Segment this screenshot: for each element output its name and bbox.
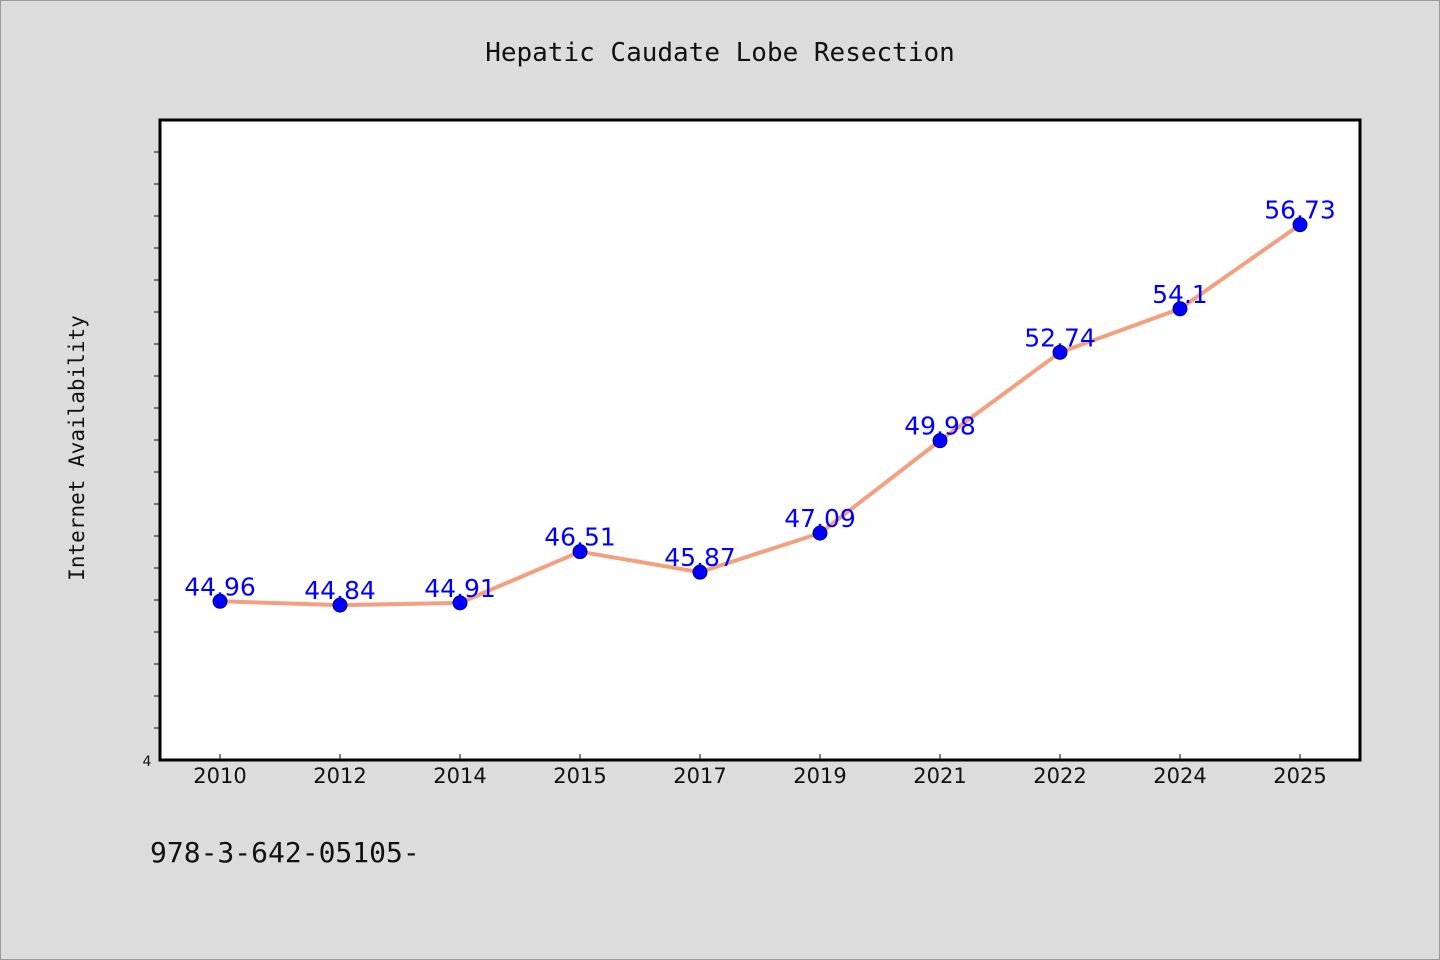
data-point (1292, 217, 1308, 233)
x-axis-tick-labels: 2010 2012 2014 2015 2017 2019 2021 2022 2024 2025 (193, 754, 1327, 788)
x-tick-label: 2025 (1273, 764, 1326, 788)
data-label: 44.84 (304, 576, 376, 605)
data-label: 45.87 (664, 543, 736, 572)
data-labels: 44.96 44.84 44.91 46.51 45.87 47.09 49.98 52.74… (184, 196, 1336, 605)
data-label: 47.09 (784, 504, 856, 533)
x-tick-label: 2014 (433, 764, 486, 788)
x-tick-label: 2019 (793, 764, 846, 788)
footer-text: 978-3-642-05105- (150, 836, 420, 869)
y-tick-label: 4 (143, 754, 152, 770)
data-point (452, 595, 468, 611)
x-tick-label: 2012 (313, 764, 366, 788)
data-label: 52.74 (1024, 323, 1096, 352)
data-point (1052, 344, 1068, 360)
x-tick-label: 2024 (1153, 764, 1206, 788)
data-label: 49.98 (904, 412, 976, 441)
x-tick-label: 2017 (673, 764, 726, 788)
data-label: 54.1 (1152, 280, 1208, 309)
data-point (332, 597, 348, 613)
series-line (219, 223, 1302, 608)
data-label: 44.91 (424, 574, 496, 603)
data-label: 44.96 (184, 572, 256, 601)
data-point (812, 525, 828, 541)
data-point (932, 433, 948, 449)
y-axis-label: Internet Availability (65, 315, 89, 581)
data-point (572, 544, 588, 560)
chart-title: Hepatic Caudate Lobe Resection (485, 38, 955, 68)
x-tick-label: 2015 (553, 764, 606, 788)
x-tick-label: 2021 (913, 764, 966, 788)
data-point (212, 593, 228, 609)
data-point (1172, 301, 1188, 317)
data-point (692, 564, 708, 580)
data-markers (212, 217, 1308, 613)
plot-area (158, 118, 1362, 762)
data-label: 46.51 (544, 523, 616, 552)
y-axis-ticks (154, 151, 160, 729)
series-line-group (219, 223, 1302, 608)
x-tick-label: 2010 (193, 764, 246, 788)
x-tick-label: 2022 (1033, 764, 1086, 788)
data-label: 56.73 (1264, 196, 1336, 225)
